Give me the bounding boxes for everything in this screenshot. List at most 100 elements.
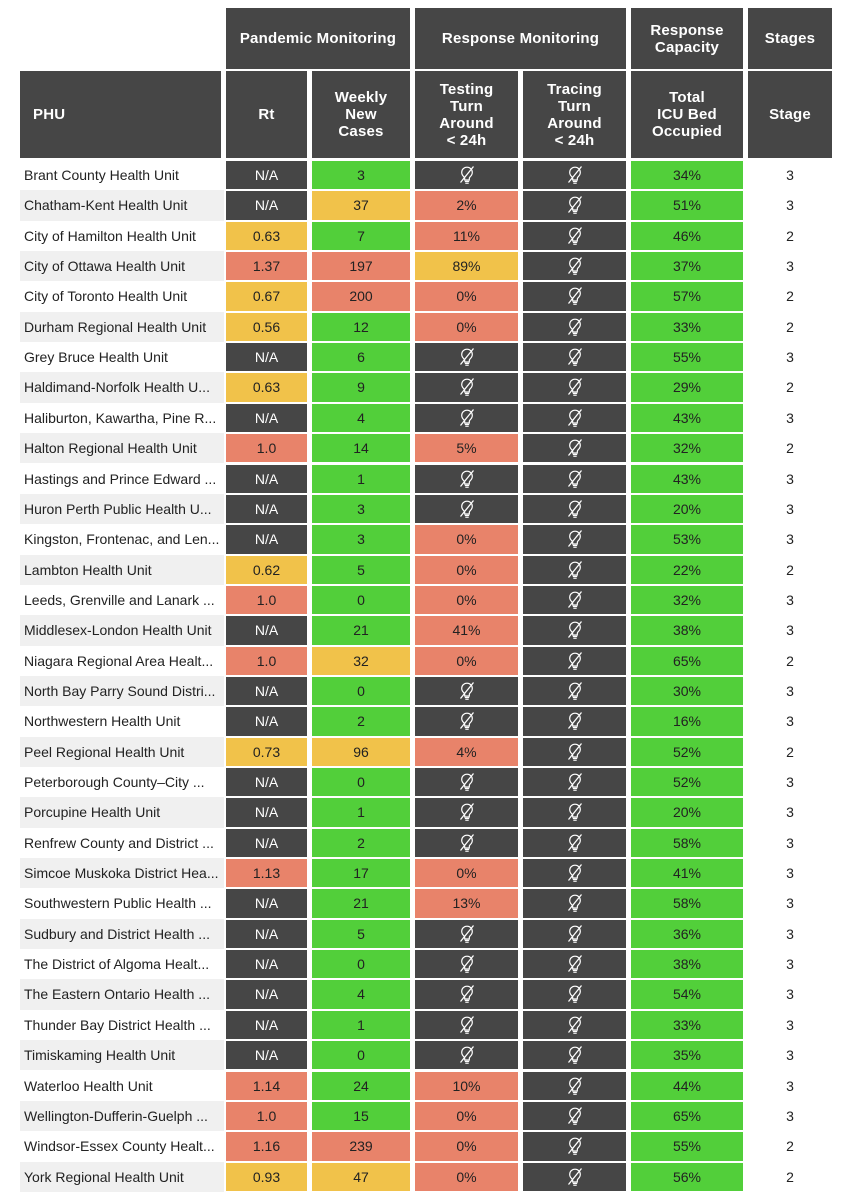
stage-cell: 3: [786, 197, 794, 214]
rt-cell: 1.37: [226, 252, 307, 281]
stage-cell: 3: [786, 682, 794, 699]
weekly-new-cases-cell: 3: [312, 494, 410, 524]
rt-cell-value: 1.16: [252, 1138, 281, 1155]
weekly-new-cases-cell-value: 9: [357, 379, 365, 396]
phu-name: Sudbury and District Health ...: [24, 925, 210, 942]
rt-cell: N/A: [226, 919, 307, 949]
tracing-cell: [523, 343, 626, 372]
icu-cell: 54%: [631, 980, 743, 1009]
icu-cell-value: 57%: [672, 288, 702, 305]
icu-cell: 37%: [631, 252, 743, 281]
weekly-new-cases-cell-value: 2: [357, 713, 365, 730]
table-row: Peel Regional Health Unit 0.73 96 4% 52% 2: [0, 736, 844, 767]
weekly-new-cases-cell-value: 37: [353, 197, 369, 214]
testing-cell: [415, 980, 518, 1009]
rt-cell-value: 0.62: [252, 561, 281, 578]
icu-cell-value: 65%: [672, 652, 702, 669]
rt-cell-value: 0.63: [252, 379, 281, 396]
testing-cell: 13%: [415, 889, 518, 918]
testing-cell: 0%: [415, 1101, 518, 1131]
stage-cell: 3: [786, 713, 794, 730]
stage-cell: 3: [786, 500, 794, 517]
rt-cell: N/A: [226, 768, 307, 797]
tracing-cell: [523, 889, 626, 918]
table-row: Brant County Health Unit N/A 3 34% 3: [0, 160, 844, 190]
testing-cell: [415, 1010, 518, 1040]
phu-name: Peterborough County–City ...: [24, 774, 205, 790]
icu-cell-value: 58%: [672, 834, 702, 851]
tracing-cell: [523, 676, 626, 706]
icu-cell: 16%: [631, 707, 743, 736]
phu-name: Wellington-Dufferin-Guelph ...: [24, 1107, 208, 1124]
icu-cell: 55%: [631, 1132, 743, 1161]
no-data-bulb-icon: [567, 742, 582, 761]
icu-cell: 52%: [631, 737, 743, 766]
no-data-bulb-icon: [567, 864, 582, 882]
rt-cell-value: 0.73: [252, 743, 281, 760]
testing-cell: 0%: [415, 646, 518, 675]
icu-cell-value: 51%: [672, 197, 702, 214]
weekly-new-cases-cell-value: 3: [357, 531, 365, 548]
no-data-bulb-icon: [567, 1076, 582, 1095]
stage-cell: 2: [786, 379, 794, 396]
table-row: Renfrew County and District ... N/A 2 58% 3: [0, 828, 844, 858]
testing-cell: [415, 950, 518, 979]
testing-cell-value: 4%: [456, 743, 477, 760]
icu-cell: 33%: [631, 1010, 743, 1040]
icu-cell: 22%: [631, 555, 743, 584]
stage-cell: 3: [786, 925, 794, 942]
no-data-bulb-icon: [459, 469, 474, 488]
icu-cell-value: 16%: [672, 713, 702, 730]
stage-cell: 3: [786, 804, 794, 821]
row-background: [20, 858, 224, 889]
icu-cell-value: 20%: [672, 804, 702, 821]
testing-cell: 10%: [415, 1071, 518, 1100]
phu-name: Thunder Bay District Health ...: [24, 1016, 211, 1033]
icu-cell: 20%: [631, 798, 743, 827]
weekly-new-cases-cell: 37: [312, 191, 410, 220]
weekly-new-cases-cell: 12: [312, 312, 410, 342]
weekly-new-cases-cell-value: 0: [357, 1047, 365, 1064]
header-stages: Stages: [748, 8, 832, 69]
rt-cell: 1.0: [226, 585, 307, 615]
icu-cell: 38%: [631, 950, 743, 979]
rt-cell: 1.16: [226, 1132, 307, 1161]
weekly-new-cases-cell: 5: [312, 919, 410, 949]
testing-cell: 0%: [415, 859, 518, 888]
weekly-new-cases-cell: 1: [312, 798, 410, 827]
rt-cell-value: 0.56: [252, 318, 281, 335]
tracing-cell: [523, 828, 626, 858]
tracing-cell: [523, 221, 626, 251]
testing-cell: [415, 676, 518, 706]
rt-cell-value: N/A: [254, 804, 279, 821]
weekly-new-cases-cell: 2: [312, 707, 410, 736]
stage-cell: 2: [786, 440, 794, 457]
no-data-bulb-icon: [567, 590, 582, 609]
weekly-new-cases-cell: 47: [312, 1162, 410, 1191]
rt-cell: N/A: [226, 707, 307, 736]
table-row: Wellington-Dufferin-Guelph ... 1.0 15 0% 65%…: [0, 1100, 844, 1132]
stage-cell: 3: [786, 1016, 794, 1033]
weekly-new-cases-cell: 14: [312, 434, 410, 463]
testing-cell: [415, 161, 518, 190]
no-data-bulb-icon: [459, 955, 474, 973]
icu-cell: 43%: [631, 403, 743, 433]
testing-cell: 2%: [415, 191, 518, 220]
no-data-bulb-icon: [459, 378, 474, 397]
no-data-bulb-icon: [459, 833, 474, 852]
weekly-new-cases-cell: 197: [312, 252, 410, 281]
rt-cell-value: 1.0: [256, 591, 277, 608]
weekly-new-cases-cell-value: 21: [353, 622, 369, 639]
weekly-new-cases-cell-value: 197: [349, 258, 373, 275]
icu-cell-value: 36%: [672, 925, 702, 942]
tracing-cell: [523, 859, 626, 888]
row-background: [20, 797, 224, 828]
no-data-bulb-icon: [567, 621, 582, 640]
weekly-new-cases-cell-value: 2: [357, 834, 365, 851]
testing-cell: 0%: [415, 1132, 518, 1161]
no-data-bulb-icon: [459, 348, 474, 366]
testing-cell-value: 89%: [452, 258, 481, 275]
testing-cell-value: 13%: [452, 895, 481, 912]
rt-cell: 0.93: [226, 1162, 307, 1191]
table-row: North Bay Parry Sound Distri... N/A 0 30% 3: [0, 675, 844, 707]
